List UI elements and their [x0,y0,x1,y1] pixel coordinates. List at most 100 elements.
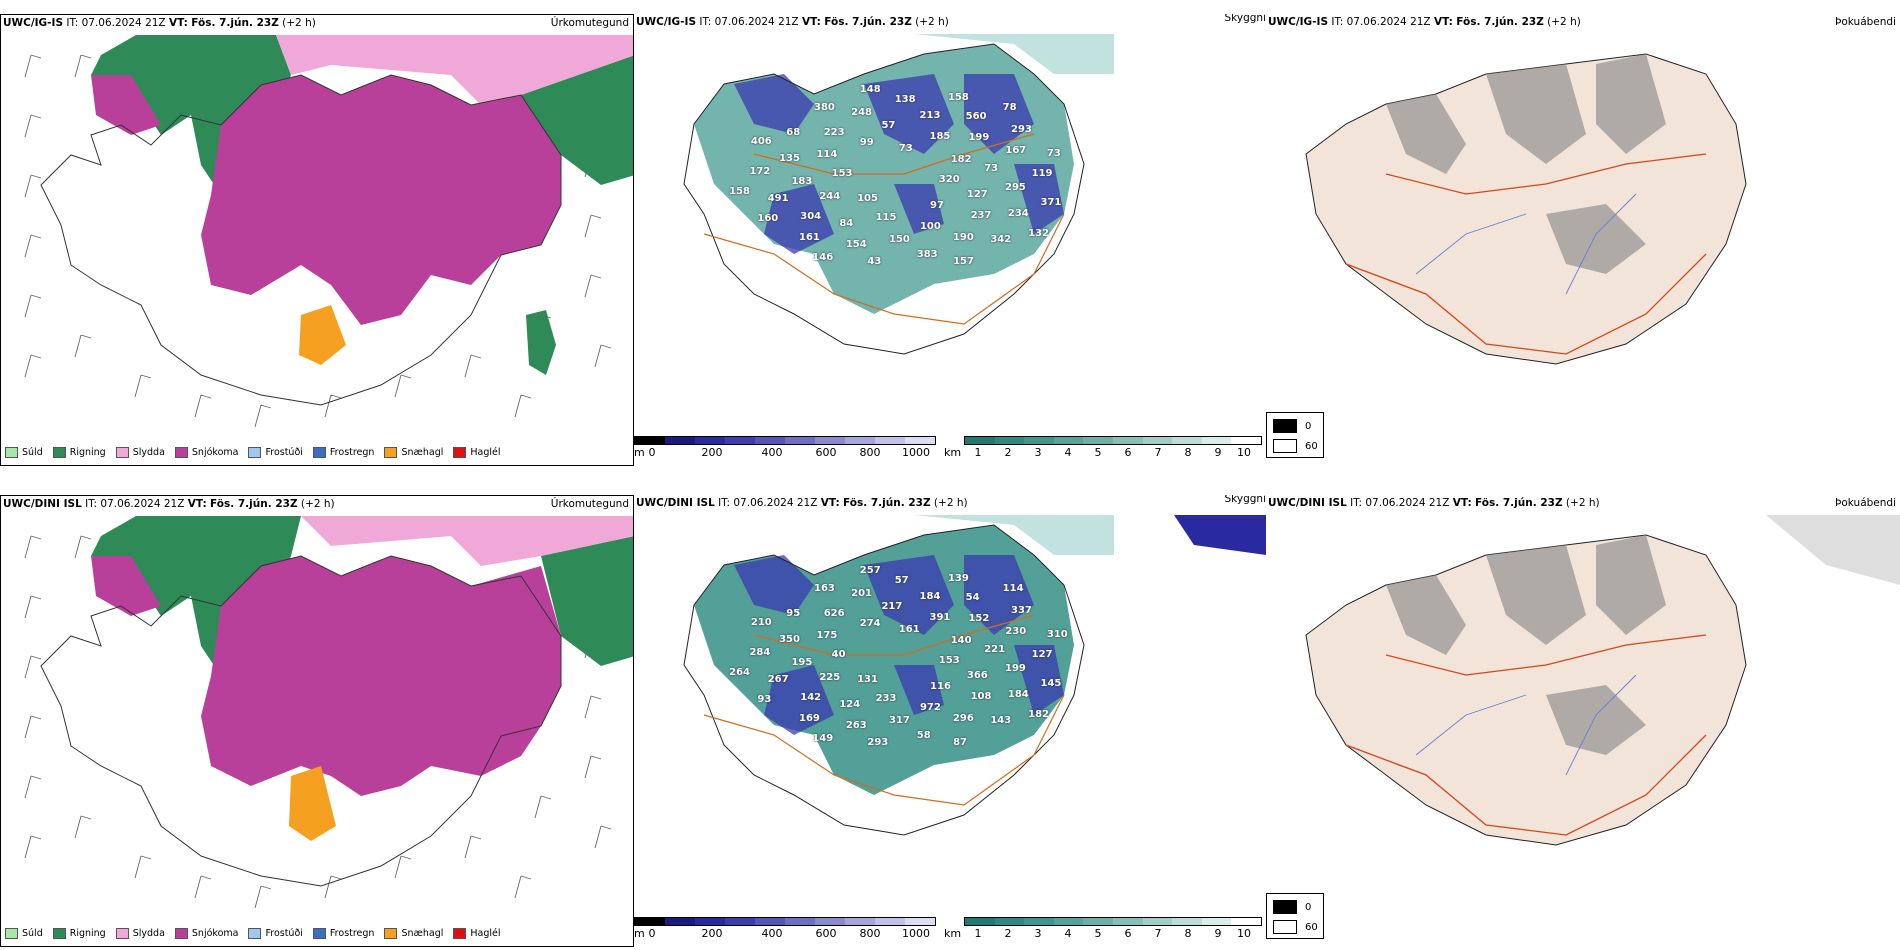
fog-swatch [1273,419,1297,433]
visibility-tick: 7 [1154,927,1162,940]
fog-map-bottom [1305,515,1900,846]
fog-legend-label: 60 [1305,440,1318,452]
visibility-tick: 5 [1094,446,1102,459]
vt-value: Fös. 7.jún. 23Z [210,498,298,510]
rain-area-top [91,35,291,195]
legend-label: Slydda [132,447,165,458]
lead-label: (+2 h) [300,498,335,510]
ceiling-tick: 1000 [902,927,930,940]
vt-value: Fös. 7.jún. 23Z [191,17,279,29]
fog-legend-bottom: 0 60 [1266,893,1324,939]
legend-item: Snæhagl [384,447,443,458]
fog-sea-ne-bottom [1766,515,1900,585]
legend-swatch [453,447,467,458]
fog-legend-label: 0 [1305,420,1312,432]
it-value: 07.06.2024 21Z [81,17,166,29]
cloud-visibility-panel-top: UWC/IG-IS IT: 07.06.2024 21Z VT: Fös. 7.… [634,14,1266,466]
visibility-colorbar-top: km 1 2 3 4 5 6 7 8 9 10 [944,436,1264,466]
ceiling-unit: m [634,927,645,940]
it-label: IT: [699,16,712,28]
legend-item: Frostúði [248,928,303,939]
legend-swatch [5,928,18,939]
legend-item: Frostúði [248,447,303,458]
legend-swatch [115,928,129,939]
ceiling-tick: 600 [815,927,837,940]
fog-legend-row: 0 [1273,419,1311,433]
snow-pellets-bottom [289,766,336,841]
visibility-tick: 2 [1004,446,1012,459]
precip-legend-bottom: Súld Rigning Slydda Snjókoma Frostúði Fr… [5,928,501,939]
ceiling-tick: 400 [761,927,783,940]
vt-value: Fös. 7.jún. 23Z [1475,497,1563,509]
ceiling-bin [665,918,695,925]
legend-item: Rigning [52,447,106,458]
it-label: IT: [66,17,79,29]
visibility-bin [994,918,1025,925]
vt-value: Fös. 7.jún. 23Z [843,497,931,509]
lead-label: (+2 h) [1547,16,1581,28]
vt-label: VT: [801,16,821,28]
rain-area-east-bottom [541,536,633,666]
visibility-bin [1053,918,1084,925]
visibility-bin [1142,437,1173,444]
legend-label: Snæhagl [401,928,444,939]
visibility-bin [965,918,995,925]
visibility-bin [1231,918,1261,925]
legend-item: Súld [5,928,43,939]
header-top-fog: UWC/IG-IS IT: 07.06.2024 21Z VT: Fös. 7.… [1268,16,1581,28]
legend-item: Haglél [453,447,501,458]
legend-swatch [248,928,262,939]
it-value: 07.06.2024 21Z [1346,16,1431,28]
precip-type-map-top [1,15,633,465]
header-bottom-fog: UWC/DINI ISL IT: 07.06.2024 21Z VT: Fös.… [1268,497,1600,509]
fog-legend-top: 0 60 [1266,412,1324,458]
model-label: UWC/IG-IS [636,16,697,28]
fog-swatch [1273,920,1297,934]
model-label: UWC/DINI ISL [3,498,82,510]
header-bottom-cloud: UWC/DINI ISL IT: 07.06.2024 21Z VT: Fös.… [636,497,968,509]
legend-item: Slydda [115,928,165,939]
model-label: UWC/IG-IS [1268,16,1329,28]
legend-item: Snæhagl [384,928,443,939]
visibility-tick: 2 [1004,927,1012,940]
visibility-tick: 6 [1124,927,1132,940]
legend-swatch [312,928,326,939]
fog-panel-bottom: UWC/DINI ISL IT: 07.06.2024 21Z VT: Fös.… [1266,495,1900,947]
visibility-colorbar-bottom: km 1 2 3 4 5 6 7 8 9 10 [944,917,1264,947]
model-label: UWC/IG-IS [3,17,64,29]
vt-label: VT: [820,497,840,509]
ceiling-bin [725,437,755,444]
legend-swatch [52,447,66,458]
lead-label: (+2 h) [915,16,949,28]
visibility-tick: 1 [974,446,982,459]
ceiling-area-top [734,74,1064,254]
fog-swatch [1273,900,1297,914]
legend-item: Frostregn [312,447,375,458]
ceiling-tick: 1000 [902,446,930,459]
ceiling-tick: 800 [859,446,881,459]
ceiling-bin [905,918,935,925]
legend-label: Frostregn [329,447,375,458]
coastline-cloud-top [683,43,1085,355]
legend-label: Súld [22,928,43,939]
model-label: UWC/DINI ISL [636,497,715,509]
it-label: IT: [1331,16,1344,28]
legend-swatch [312,447,326,458]
legend-label: Slydda [132,928,165,939]
panel-title-precip: Úrkomutegund [550,17,629,29]
ceiling-bin [665,437,695,444]
ceiling-sea-ne-bottom [1174,515,1266,555]
fog-rivers-bottom [1415,674,1637,776]
fog-legend-row: 60 [1273,439,1318,453]
visibility-strip [964,436,1262,445]
legend-item: Frostregn [312,928,374,939]
ceiling-bin [815,918,845,925]
fog-legend-label: 60 [1305,921,1318,933]
visibility-bin [1112,437,1143,444]
model-label: UWC/DINI ISL [1268,497,1347,509]
visibility-bin [1083,918,1113,925]
fog-rivers-top [1415,193,1637,295]
header-top-precip: UWC/IG-IS IT: 07.06.2024 21Z VT: Fös. 7.… [3,17,316,29]
rain-area-east-top [521,55,633,185]
legend-swatch [384,447,398,458]
